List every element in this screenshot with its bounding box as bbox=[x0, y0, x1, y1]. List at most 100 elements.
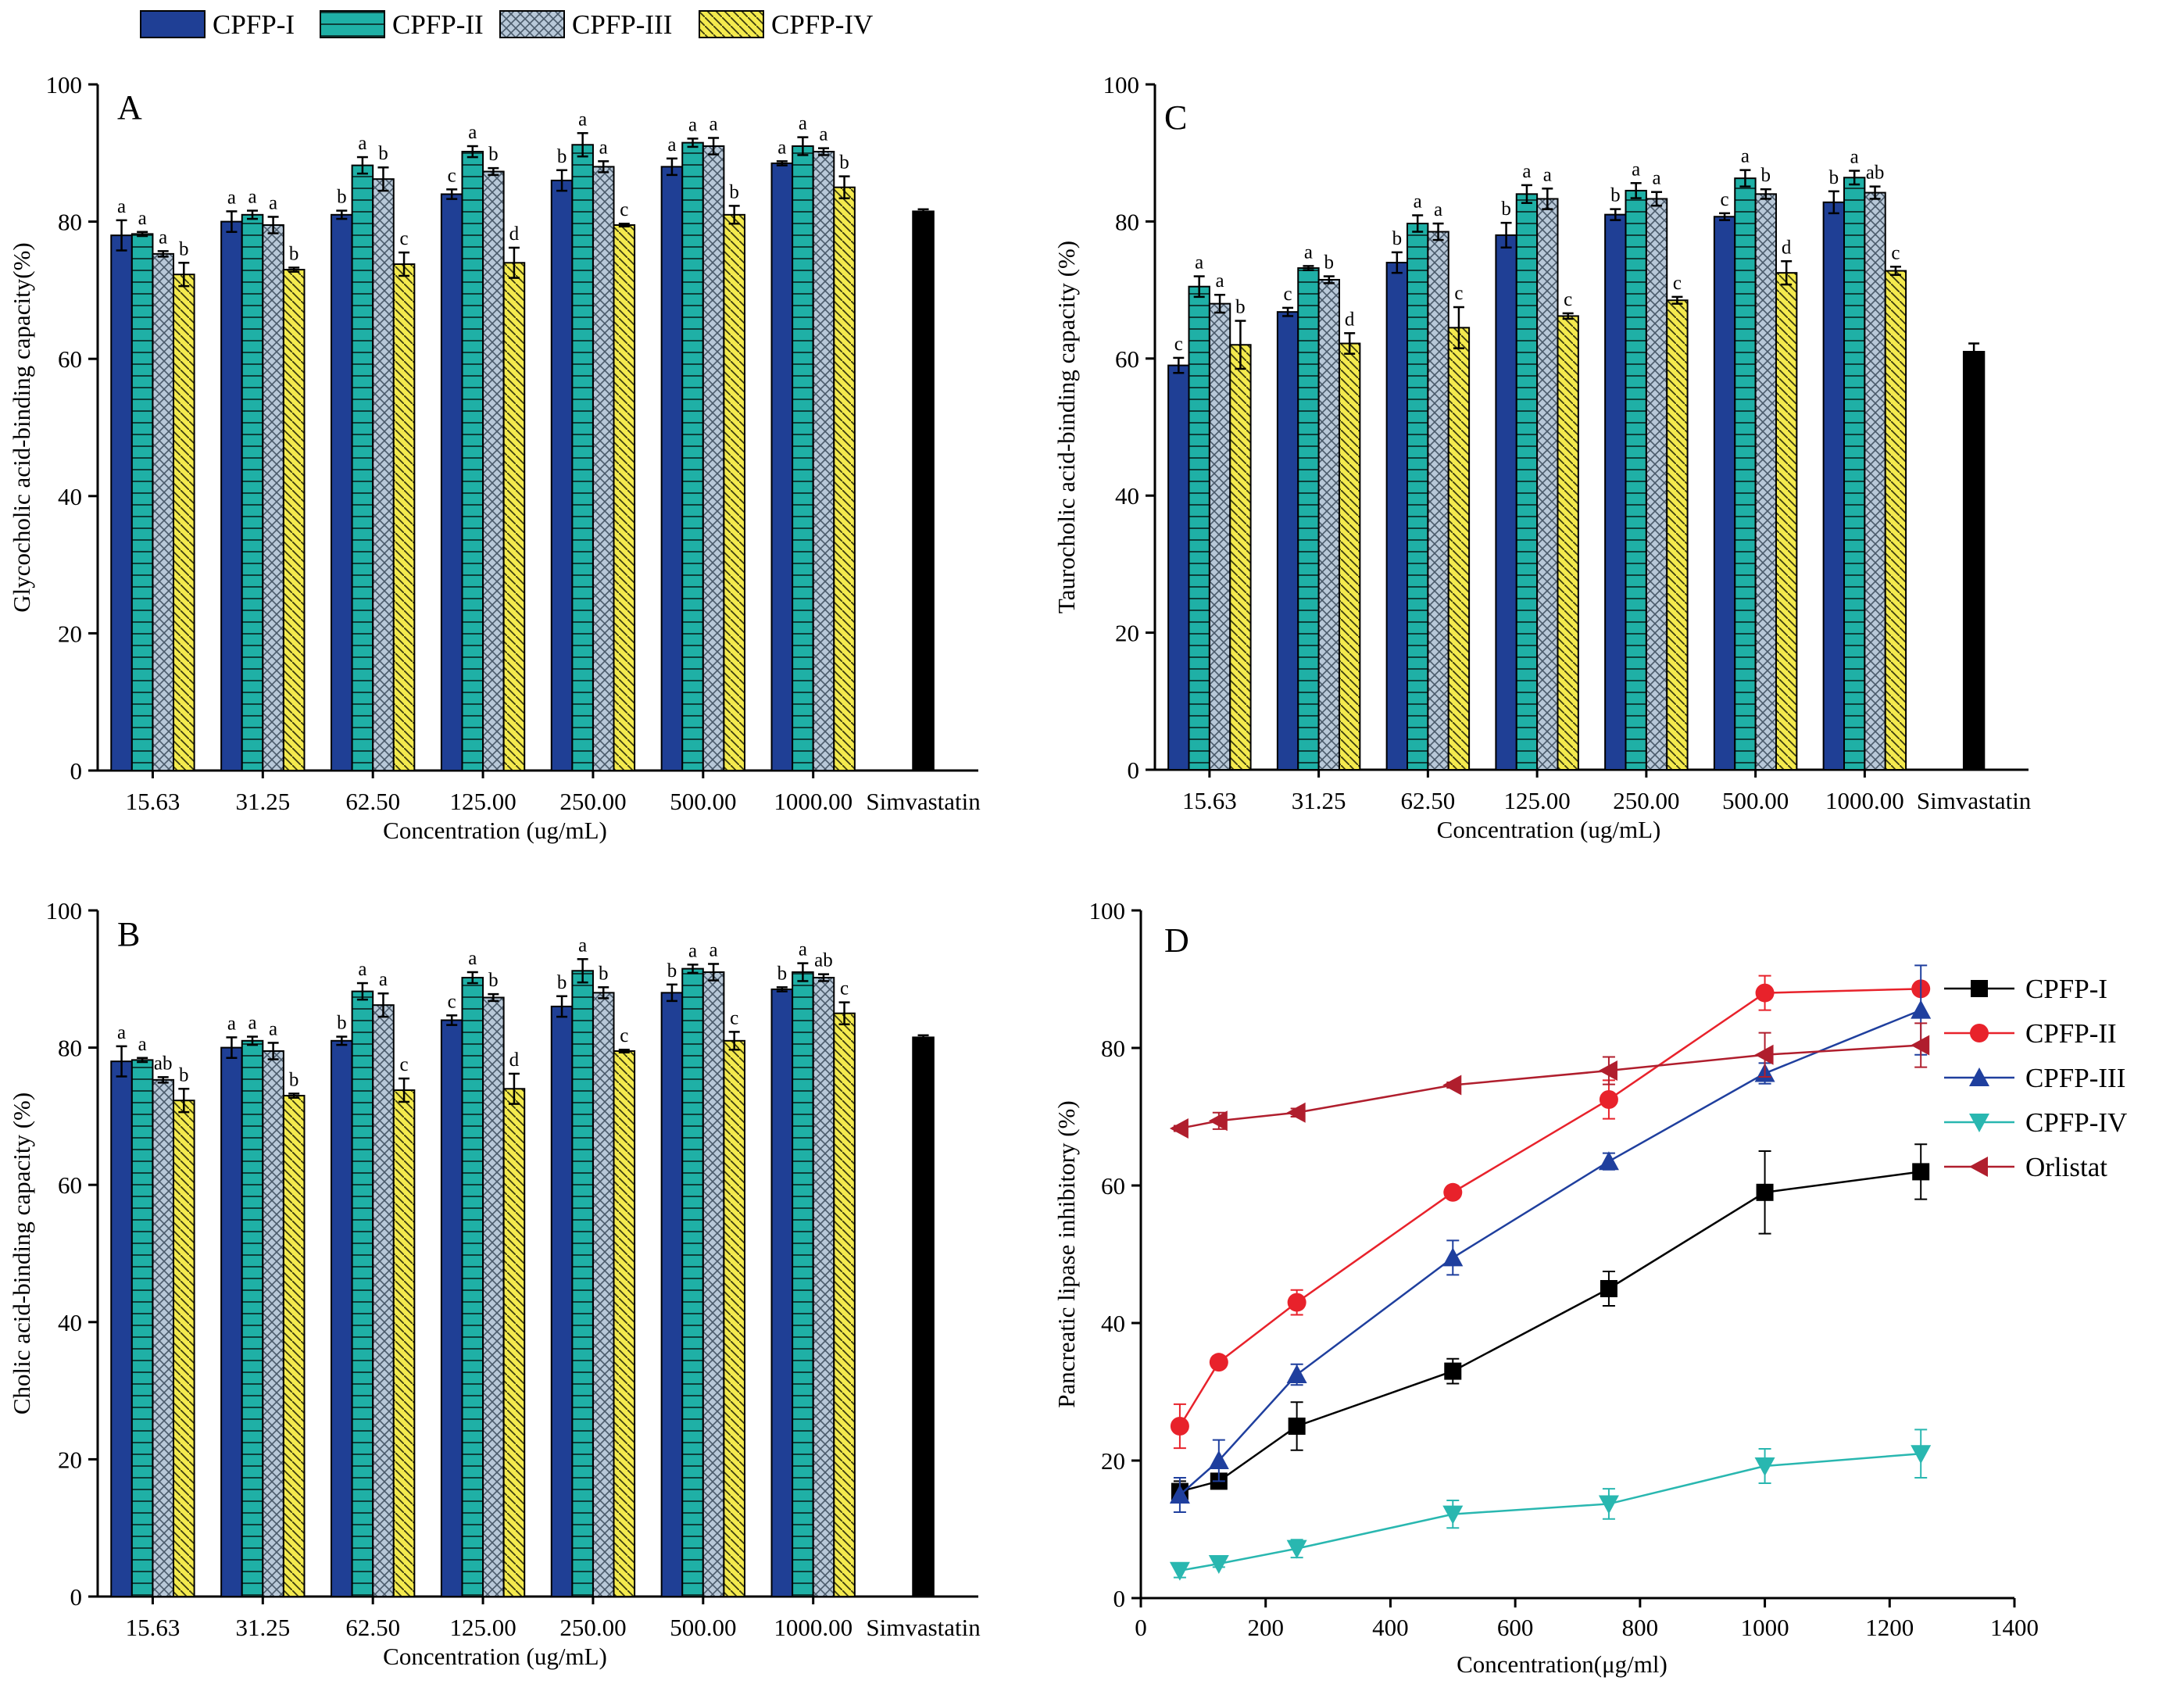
x-axis-title: Concentration(μg/ml) bbox=[1457, 1650, 1667, 1678]
y-tick-label: 0 bbox=[1113, 1585, 1126, 1612]
y-axis-title: Taurocholic acid-binding capacity (%) bbox=[1053, 241, 1080, 613]
bar-cpfp-iv bbox=[1338, 342, 1361, 771]
bar-cpfp-ii bbox=[571, 970, 594, 1598]
y-tick-label: 80 bbox=[1115, 208, 1139, 235]
x-tick-label: 400 bbox=[1372, 1614, 1409, 1641]
significance-letter: b bbox=[289, 243, 299, 264]
bar-cpfp-iv bbox=[502, 1088, 526, 1597]
series-cpfp-iii bbox=[1169, 964, 1932, 1513]
bar-cpfp-ii bbox=[461, 151, 484, 771]
significance-letter: c bbox=[620, 1025, 628, 1046]
legend-label-cpfp-ii: CPFP-II bbox=[392, 9, 484, 40]
significance-letter: a bbox=[358, 133, 366, 154]
bar-cpfp-i bbox=[1713, 216, 1736, 771]
bar-cpfp-i bbox=[331, 213, 353, 771]
significance-letter: a bbox=[799, 113, 807, 134]
x-tick-label: 500.00 bbox=[670, 1614, 736, 1641]
significance-letter: d bbox=[509, 223, 520, 245]
bar-cpfp-iv bbox=[173, 1100, 195, 1598]
legend-label-orlistat: Orlistat bbox=[2025, 1152, 2107, 1182]
y-tick-label: 100 bbox=[46, 71, 83, 98]
bar-cpfp-iv bbox=[1557, 315, 1579, 771]
significance-letter: c bbox=[400, 1054, 409, 1075]
legend-label-cpfp-iii: CPFP-III bbox=[2025, 1063, 2125, 1093]
marker-square bbox=[1756, 1183, 1774, 1201]
marker-circle bbox=[1443, 1182, 1463, 1202]
significance-letter: b bbox=[839, 152, 849, 173]
marker-triangle-left bbox=[1286, 1102, 1306, 1123]
y-tick-label: 60 bbox=[58, 1171, 82, 1199]
y-axis-title: Cholic acid-binding capacity (%) bbox=[8, 1092, 35, 1414]
x-tick-label: 1000.00 bbox=[774, 788, 853, 815]
bar-cpfp-ii bbox=[241, 213, 264, 771]
bar-cpfp-iii bbox=[1427, 231, 1449, 771]
marker-circle bbox=[1970, 1024, 1989, 1042]
bar-cpfp-iii bbox=[592, 992, 615, 1597]
significance-letter: a bbox=[117, 1022, 126, 1043]
bar-cpfp-iii bbox=[372, 178, 395, 771]
significance-letter: b bbox=[1235, 297, 1246, 318]
bar-cpfp-ii bbox=[130, 233, 154, 771]
marker-triangle-left bbox=[1442, 1075, 1462, 1096]
bar-cpfp-i bbox=[220, 220, 243, 772]
x-tick-label: 31.25 bbox=[235, 1614, 290, 1641]
significance-letter: a bbox=[578, 935, 587, 956]
marker-triangle-down bbox=[1969, 1114, 1989, 1132]
y-tick-label: 80 bbox=[58, 1035, 82, 1062]
x-tick-label: 1000 bbox=[1741, 1614, 1789, 1641]
x-tick-label: 500.00 bbox=[670, 788, 736, 815]
legend-label-cpfp-iv: CPFP-IV bbox=[771, 9, 873, 40]
significance-letter: b bbox=[1829, 167, 1839, 188]
x-tick-label: 31.25 bbox=[235, 788, 290, 815]
x-axis-title: Concentration (ug/mL) bbox=[1437, 816, 1661, 843]
marker-square bbox=[1288, 1418, 1306, 1435]
bar-cpfp-iii bbox=[812, 151, 835, 771]
significance-letter: a bbox=[379, 969, 388, 990]
significance-letter: a bbox=[1741, 146, 1750, 167]
x-tick-label: 15.63 bbox=[1182, 787, 1237, 814]
bar-cpfp-ii bbox=[792, 145, 814, 771]
legend-swatch-cpfp-iii bbox=[499, 10, 565, 38]
bar-cpfp-ii bbox=[130, 1059, 154, 1598]
y-tick-label: 60 bbox=[1101, 1172, 1125, 1200]
significance-letter: b bbox=[289, 1069, 299, 1090]
significance-letter: ab bbox=[814, 950, 833, 971]
marker-triangle-up bbox=[1442, 1247, 1464, 1267]
bar-cpfp-i bbox=[770, 988, 794, 1597]
significance-letter: a bbox=[138, 1034, 147, 1055]
bar-cpfp-iv bbox=[613, 1050, 636, 1597]
y-tick-label: 60 bbox=[1115, 345, 1139, 373]
significance-letter: a bbox=[777, 137, 786, 158]
bar-cpfp-ii bbox=[792, 971, 814, 1597]
x-tick-label: 0 bbox=[1135, 1614, 1147, 1641]
bar-cpfp-iii bbox=[152, 1078, 175, 1597]
significance-letter: d bbox=[509, 1050, 520, 1071]
panel-d-legend: CPFP-I CPFP-II CPFP-III CPFP-IV Orlistat bbox=[1944, 974, 2127, 1182]
x-tick-label: 125.00 bbox=[449, 788, 516, 815]
bar-cpfp-iv bbox=[613, 223, 636, 771]
marker-triangle-left bbox=[1169, 1117, 1189, 1139]
marker-triangle-left bbox=[1598, 1060, 1617, 1082]
bar-cpfp-i bbox=[770, 162, 794, 772]
legend-swatch-cpfp-i bbox=[140, 10, 206, 38]
y-tick-label: 0 bbox=[1128, 756, 1140, 784]
x-tick-label: 125.00 bbox=[449, 1614, 516, 1641]
bar-cpfp-i bbox=[1276, 311, 1299, 771]
significance-letter: a bbox=[599, 137, 608, 158]
y-tick-label: 100 bbox=[46, 897, 83, 924]
bar-cpfp-iii bbox=[1317, 278, 1340, 771]
x-tick-label: 200 bbox=[1247, 1614, 1284, 1641]
bar-cpfp-iv bbox=[833, 186, 856, 771]
bar-cpfp-i bbox=[110, 1060, 133, 1598]
bar-cpfp-i bbox=[1822, 201, 1846, 771]
significance-letter: c bbox=[620, 199, 628, 220]
bar-cpfp-i bbox=[660, 166, 684, 772]
bar-cpfp-i bbox=[440, 193, 463, 772]
marker-triangle-left bbox=[1969, 1157, 1988, 1177]
y-axis-title: Pancreatic lipase inhibitory (%) bbox=[1053, 1100, 1080, 1407]
bar-cpfp-ii bbox=[1188, 285, 1210, 771]
significance-letter: c bbox=[1454, 283, 1463, 304]
marker-triangle-down bbox=[1169, 1561, 1190, 1581]
